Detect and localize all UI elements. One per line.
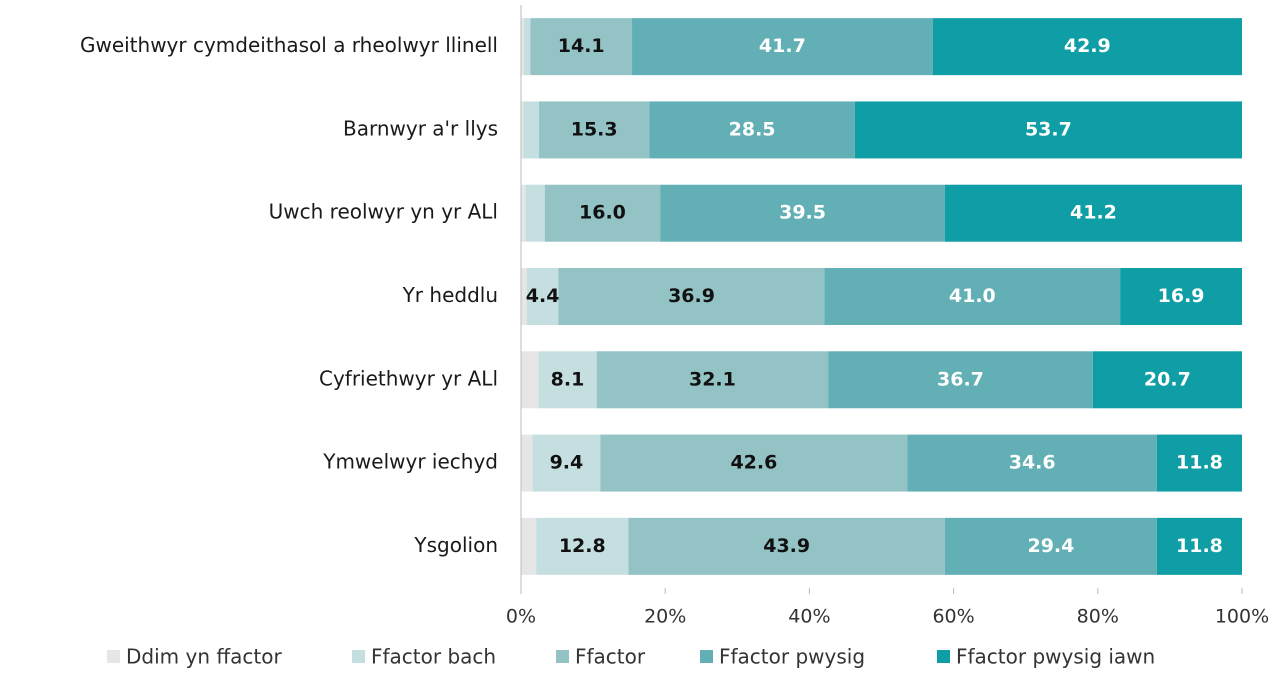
x-tick-label: 20% (644, 606, 686, 628)
data-label: 41.0 (949, 285, 996, 307)
data-label: 12.8 (559, 535, 606, 557)
bar-segment (521, 517, 537, 575)
bar-segment (523, 101, 540, 159)
bar-segment (521, 101, 524, 159)
data-label: 29.4 (1027, 535, 1074, 557)
category-label: Gweithwyr cymdeithasol a rheolwyr llinel… (80, 33, 498, 57)
legend-swatch (700, 650, 713, 663)
legend-swatch (556, 650, 569, 663)
category-label: Uwch reolwyr yn yr ALl (269, 200, 498, 224)
data-label: 28.5 (729, 118, 776, 140)
legend-swatch (352, 650, 365, 663)
data-label: 41.2 (1070, 202, 1117, 224)
data-label: 15.3 (571, 118, 618, 140)
bar-segment (1156, 434, 1242, 492)
bar-segment (932, 18, 1242, 76)
bar-segment (907, 434, 1157, 492)
bar-segment (660, 184, 945, 242)
data-label: 11.8 (1176, 535, 1223, 557)
bar-segment (558, 268, 825, 325)
bar-segment (1120, 268, 1242, 325)
x-tick-label: 80% (1077, 606, 1119, 628)
data-label: 53.7 (1025, 118, 1072, 140)
bar-segment (523, 18, 531, 76)
bar-segment (521, 351, 539, 409)
bar-segment (521, 268, 527, 325)
bar-segment (521, 184, 526, 242)
bar-segment (1092, 351, 1242, 409)
bar-segment (521, 18, 524, 76)
x-tick-label: 0% (506, 606, 536, 628)
x-tick-label: 60% (932, 606, 974, 628)
legend-swatch (107, 650, 120, 663)
data-label: 8.1 (551, 368, 585, 390)
bar-segment (944, 517, 1157, 575)
bar-segment (596, 351, 829, 409)
category-label: Cyfriethwyr yr ALl (319, 366, 498, 390)
bar-segment (521, 434, 533, 492)
bar-segment (536, 517, 629, 575)
bar-segment (944, 184, 1242, 242)
bar-segment (824, 268, 1121, 325)
category-label: Ymwelwyr iechyd (322, 450, 498, 474)
bar-segment (600, 434, 908, 492)
bar-segment (525, 184, 545, 242)
bar-segment (532, 434, 601, 492)
data-label: 16.0 (579, 202, 626, 224)
category-label: Barnwyr a'r llys (343, 116, 498, 140)
bar-segment (544, 184, 661, 242)
bar-segment (632, 18, 933, 76)
bar-segment (628, 517, 945, 575)
bar-segment (1156, 517, 1242, 575)
legend-label: Ffactor bach (371, 645, 496, 669)
data-label: 16.9 (1158, 285, 1205, 307)
legend-label: Ddim yn ffactor (126, 645, 282, 669)
legend-label: Ffactor pwysig (719, 645, 865, 669)
data-label: 36.9 (668, 285, 715, 307)
bar-segment (526, 268, 559, 325)
bar-segment (530, 18, 633, 76)
bar-segment (854, 101, 1242, 159)
legend-label: Ffactor pwysig iawn (956, 645, 1155, 669)
data-label: 4.4 (526, 285, 560, 307)
legend-label: Ffactor (575, 645, 646, 669)
bar-segment (649, 101, 855, 159)
category-label: Yr heddlu (402, 283, 498, 307)
bar-segment (828, 351, 1093, 409)
data-label: 32.1 (689, 368, 736, 390)
data-label: 36.7 (937, 368, 984, 390)
data-label: 42.9 (1064, 35, 1111, 57)
data-label: 43.9 (763, 535, 810, 557)
x-tick-label: 40% (788, 606, 830, 628)
legend-swatch (937, 650, 950, 663)
data-label: 20.7 (1144, 368, 1191, 390)
data-label: 39.5 (779, 202, 826, 224)
data-label: 11.8 (1176, 452, 1223, 474)
data-label: 41.7 (759, 35, 806, 57)
data-label: 9.4 (550, 452, 584, 474)
category-label: Ysgolion (413, 533, 498, 557)
bar-segment (539, 101, 650, 159)
x-tick-label: 100% (1215, 606, 1269, 628)
bar-segment (538, 351, 597, 409)
data-label: 14.1 (558, 35, 605, 57)
data-label: 42.6 (730, 452, 777, 474)
data-label: 34.6 (1009, 452, 1056, 474)
